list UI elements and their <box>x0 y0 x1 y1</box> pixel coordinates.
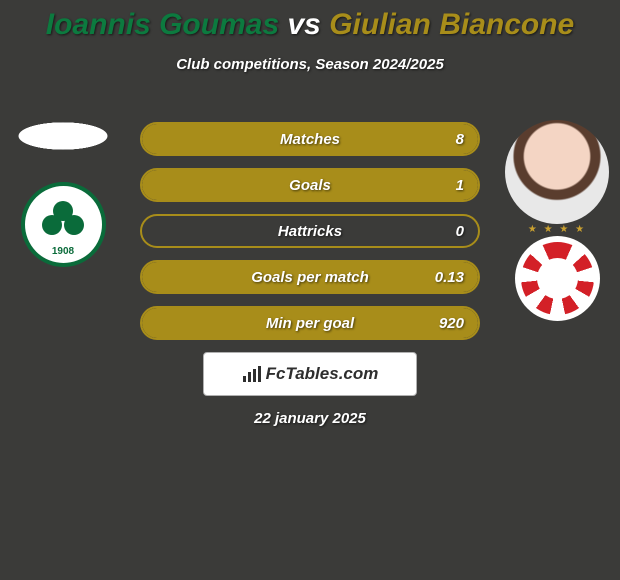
source-badge: FcTables.com <box>203 352 417 396</box>
subtitle: Club competitions, Season 2024/2025 <box>0 56 620 73</box>
stars-icon: ★ ★ ★ ★ <box>502 224 612 235</box>
player1-photo <box>11 120 115 152</box>
stat-row: Goals1 <box>140 168 480 202</box>
stat-row: Min per goal920 <box>140 306 480 340</box>
player1-name: Ioannis Goumas <box>46 8 279 41</box>
stat-label: Goals <box>142 177 478 194</box>
player2-club-logo <box>515 236 600 321</box>
stat-label: Min per goal <box>142 315 478 332</box>
badge-text: FcTables.com <box>266 364 379 384</box>
stat-row: Hattricks0 <box>140 214 480 248</box>
stat-value-right: 8 <box>456 131 464 148</box>
player2-name: Giulian Biancone <box>329 8 574 41</box>
stat-value-right: 0 <box>456 223 464 240</box>
player2-column: ★ ★ ★ ★ <box>502 120 612 321</box>
comparison-title: Ioannis Goumas vs Giulian Biancone <box>0 0 620 42</box>
stat-value-right: 1 <box>456 177 464 194</box>
shamrock-icon <box>42 201 84 243</box>
stat-label: Goals per match <box>142 269 478 286</box>
stat-row: Goals per match0.13 <box>140 260 480 294</box>
stat-row: Matches8 <box>140 122 480 156</box>
stat-label: Matches <box>142 131 478 148</box>
player1-club-logo <box>21 182 106 267</box>
chart-icon <box>242 366 262 382</box>
stat-value-right: 920 <box>439 315 464 332</box>
vs-text: vs <box>287 8 320 41</box>
player2-photo <box>505 120 609 224</box>
date-text: 22 january 2025 <box>0 410 620 427</box>
player1-column <box>8 120 118 267</box>
stat-value-right: 0.13 <box>435 269 464 286</box>
stats-container: Matches8Goals1Hattricks0Goals per match0… <box>140 122 480 352</box>
stat-label: Hattricks <box>142 223 478 240</box>
